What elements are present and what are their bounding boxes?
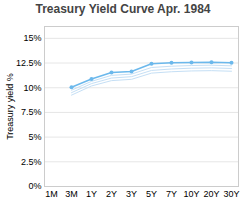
svg-text:1M: 1M: [45, 189, 58, 199]
svg-text:5%: 5%: [28, 132, 41, 142]
svg-text:7Y: 7Y: [166, 189, 177, 199]
svg-text:3M: 3M: [65, 189, 78, 199]
svg-text:30Y: 30Y: [223, 189, 239, 199]
svg-text:12.5%: 12.5%: [16, 58, 42, 68]
svg-text:10Y: 10Y: [183, 189, 199, 199]
svg-text:15%: 15%: [23, 33, 41, 43]
svg-text:10%: 10%: [23, 83, 41, 93]
svg-text:2Y: 2Y: [106, 189, 117, 199]
svg-text:0%: 0%: [28, 181, 41, 191]
svg-text:Treasury yield %: Treasury yield %: [5, 73, 15, 140]
svg-text:7.5%: 7.5%: [21, 107, 42, 117]
svg-text:2.5%: 2.5%: [21, 157, 42, 167]
svg-text:20Y: 20Y: [203, 189, 219, 199]
svg-text:5Y: 5Y: [146, 189, 157, 199]
svg-text:3Y: 3Y: [126, 189, 137, 199]
html-text:Treasury Yield Curve Apr. 1984: Treasury Yield Curve Apr. 1984: [35, 2, 211, 16]
svg-text:1Y: 1Y: [86, 189, 97, 199]
